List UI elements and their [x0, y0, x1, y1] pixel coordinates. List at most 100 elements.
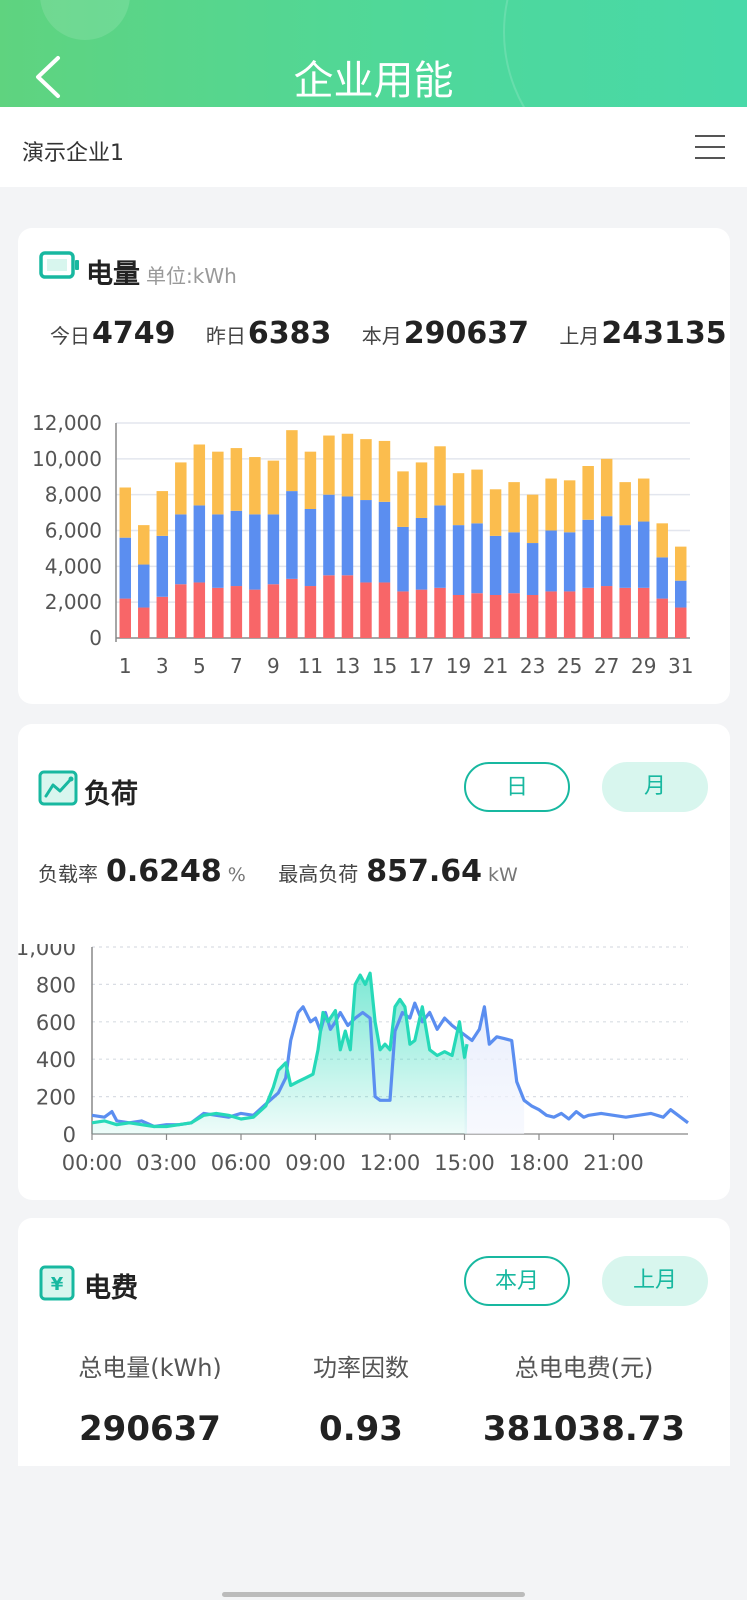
bar-segment — [119, 598, 131, 638]
bar-segment — [489, 595, 502, 638]
bar-segment — [656, 523, 668, 558]
line-x-tick-label: 03:00 — [136, 1151, 197, 1175]
bar-segment — [175, 514, 187, 585]
bar-segment — [397, 526, 409, 592]
bar-segment — [656, 598, 668, 638]
energy-card: 电量 单位:kWh 今日4749 昨日6383 本月290637 上月243135… — [18, 228, 730, 704]
bar-segment — [619, 482, 631, 526]
line-x-tick-label: 21:00 — [583, 1151, 644, 1175]
fee-power-factor-label: 功率因数 — [313, 1354, 409, 1382]
tab-last-month[interactable]: 上月 — [602, 1256, 708, 1306]
bar-segment — [360, 500, 372, 583]
bar-segment — [360, 439, 372, 501]
bar-segment — [637, 587, 650, 638]
bar-segment — [323, 494, 335, 576]
load-rate-unit: % — [227, 864, 246, 886]
bar-segment — [508, 593, 520, 638]
bar-x-tick-label: 31 — [668, 654, 693, 678]
bar-segment — [119, 487, 131, 538]
home-indicator[interactable] — [222, 1592, 525, 1597]
tab-this-month[interactable]: 本月 — [464, 1256, 570, 1306]
bar-segment — [119, 537, 131, 599]
stat-label-yesterday: 昨日 — [205, 324, 246, 348]
bar-segment — [267, 514, 280, 585]
bar-x-tick-label: 3 — [156, 654, 169, 678]
bar-segment — [138, 564, 150, 608]
company-bar: 演示企业1 — [0, 107, 747, 187]
bar-x-tick-label: 13 — [335, 654, 360, 678]
tab-day[interactable]: 日 — [464, 762, 570, 812]
bar-segment — [434, 505, 446, 588]
line-x-tick-label: 06:00 — [211, 1151, 272, 1175]
bar-segment — [675, 546, 687, 581]
bar-segment — [212, 514, 224, 588]
fee-total-energy-value: 290637 — [79, 1409, 221, 1449]
bar-segment — [545, 530, 557, 592]
bar-segment — [526, 494, 539, 544]
bar-segment — [267, 584, 280, 638]
bar-segment — [249, 514, 261, 590]
page-title: 企业用能 — [293, 58, 454, 104]
bar-segment — [193, 582, 206, 638]
tab-month[interactable]: 月 — [602, 762, 708, 812]
load-title: 负荷 — [84, 779, 138, 810]
bar-segment — [415, 462, 428, 518]
fee-power-factor-value: 0.93 — [319, 1409, 403, 1449]
bar-x-tick-label: 29 — [631, 654, 656, 678]
bar-x-tick-label: 23 — [520, 654, 545, 678]
bar-segment — [156, 491, 169, 536]
hamburger-menu-icon[interactable] — [695, 135, 725, 161]
bar-y-tick-label: 8,000 — [45, 483, 102, 507]
stat-value-this-month: 290637 — [403, 316, 529, 351]
bar-x-tick-label: 1 — [119, 654, 132, 678]
bar-segment — [378, 501, 391, 583]
load-series-line-1 — [91, 1001, 689, 1129]
energy-unit: 单位:kWh — [146, 264, 237, 288]
bar-x-tick-label: 9 — [267, 654, 280, 678]
bar-segment — [323, 435, 335, 495]
load-rate-label: 负载率 — [38, 862, 98, 886]
bar-segment — [193, 505, 206, 583]
bar-segment — [656, 557, 668, 599]
bar-segment — [156, 535, 169, 597]
bar-segment — [304, 509, 317, 587]
bar-segment — [526, 543, 539, 595]
company-name[interactable]: 演示企业1 — [22, 141, 124, 166]
bar-segment — [230, 448, 243, 511]
fee-title: 电费 — [84, 1273, 138, 1304]
bar-segment — [304, 451, 317, 509]
energy-stats: 今日4749 昨日6383 本月290637 上月243135 — [50, 316, 747, 351]
bar-x-tick-label: 19 — [446, 654, 471, 678]
bar-y-tick-label: 12,000 — [32, 411, 102, 435]
bar-segment — [508, 482, 520, 533]
bar-segment — [397, 591, 409, 638]
stat-label-today: 今日 — [50, 324, 90, 348]
line-y-tick-label: 800 — [36, 973, 76, 997]
stat-value-yesterday: 6383 — [247, 316, 332, 351]
fee-total-energy-label: 总电量(kWh) — [78, 1354, 222, 1382]
bar-segment — [619, 525, 631, 588]
load-area-primary — [92, 973, 467, 1134]
bar-x-tick-label: 11 — [298, 654, 323, 678]
stat-label-this-month: 本月 — [361, 324, 402, 348]
bar-segment — [138, 607, 150, 638]
bar-segment — [378, 582, 391, 638]
bar-segment — [619, 587, 631, 638]
back-button[interactable] — [28, 50, 72, 104]
bar-y-tick-label: 6,000 — [45, 519, 102, 543]
bar-segment — [267, 460, 280, 515]
stat-value-today: 4749 — [92, 316, 176, 351]
bar-segment — [600, 458, 613, 517]
peak-load-label: 最高负荷 — [278, 862, 359, 886]
bar-segment — [323, 575, 335, 638]
bar-x-tick-label: 21 — [483, 654, 508, 678]
bar-segment — [600, 516, 613, 587]
fee-total-energy: 总电量(kWh) 290637 — [30, 1348, 270, 1449]
line-x-tick-label: 18:00 — [509, 1151, 570, 1175]
bar-segment — [489, 535, 502, 595]
fee-card: ¥ 电费 本月 上月 总电量(kWh) 290637 功率因数 0.93 总电电… — [18, 1218, 730, 1466]
load-card: 负荷 日 月 负载率 0.6248% 最高负荷 857.64 kW 0 200 400 60… — [18, 724, 730, 1200]
bar-segment — [637, 521, 650, 588]
bar-segment — [175, 584, 187, 638]
